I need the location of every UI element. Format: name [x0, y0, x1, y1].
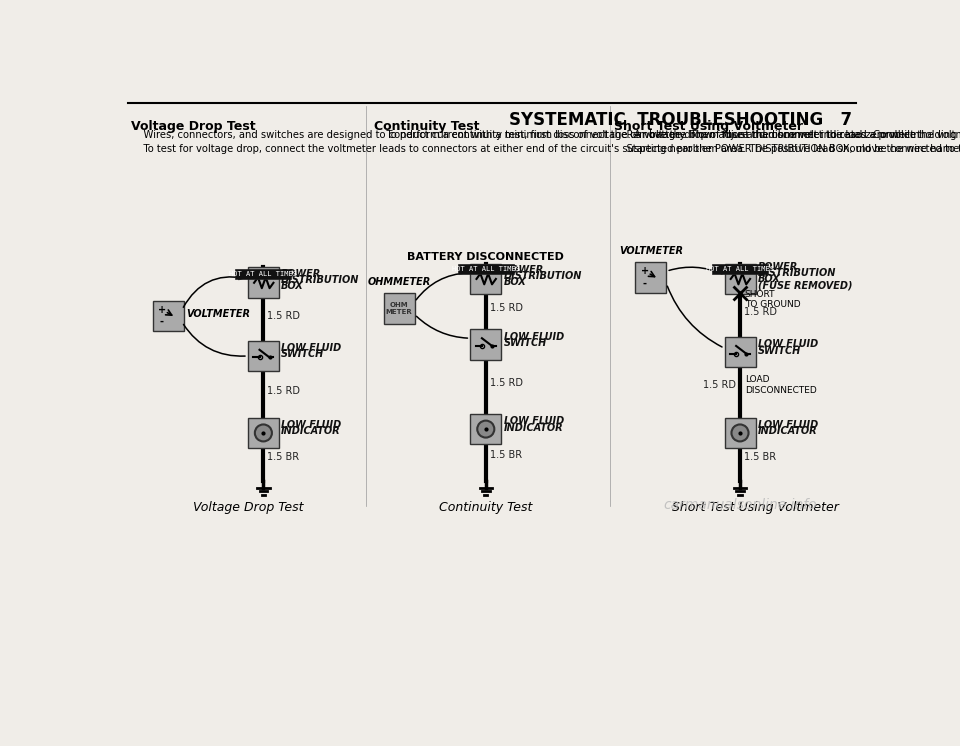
FancyArrowPatch shape — [669, 267, 722, 274]
Text: BOX: BOX — [504, 277, 526, 287]
Text: POWER: POWER — [281, 269, 322, 278]
Text: Wires, connectors, and switches are designed to conduct current with a minimum l: Wires, connectors, and switches are desi… — [131, 131, 960, 154]
Text: METER: METER — [386, 309, 413, 315]
FancyBboxPatch shape — [725, 263, 756, 295]
Text: 1.5 RD: 1.5 RD — [267, 311, 300, 321]
Circle shape — [254, 424, 272, 442]
Text: 1.5 RD: 1.5 RD — [490, 378, 522, 388]
Text: VOLTMETER: VOLTMETER — [186, 310, 251, 319]
Circle shape — [732, 424, 749, 442]
Text: To perform a continuity test, first disconnect the car battery. Then adjust the : To perform a continuity test, first disc… — [374, 131, 960, 140]
Text: SHORT
TO GROUND: SHORT TO GROUND — [745, 289, 801, 309]
FancyBboxPatch shape — [235, 269, 291, 278]
Text: INDICATOR: INDICATOR — [757, 427, 818, 436]
Text: Voltage Drop Test: Voltage Drop Test — [193, 501, 303, 514]
Text: OHMMETER: OHMMETER — [368, 277, 431, 286]
Text: LOW FLUID: LOW FLUID — [504, 416, 564, 427]
Text: 1.5 RD: 1.5 RD — [490, 303, 522, 313]
Text: 1.5 BR: 1.5 BR — [490, 451, 522, 460]
Text: Continuity Test: Continuity Test — [439, 501, 533, 514]
Text: 1.5 BR: 1.5 BR — [267, 452, 300, 462]
FancyArrowPatch shape — [416, 273, 468, 300]
Text: 1.5 RD: 1.5 RD — [703, 380, 736, 390]
FancyBboxPatch shape — [458, 264, 514, 274]
Text: -: - — [642, 278, 647, 289]
Text: Remove the blown fuse and disconnect the load. Connect the voltmeter leads to th: Remove the blown fuse and disconnect the… — [614, 131, 960, 154]
Text: 1.5 RD: 1.5 RD — [267, 386, 300, 395]
Text: LOW FLUID: LOW FLUID — [757, 420, 818, 430]
Text: VOLTMETER: VOLTMETER — [619, 246, 683, 256]
Text: LOW FLUID: LOW FLUID — [757, 339, 818, 349]
FancyBboxPatch shape — [470, 414, 501, 445]
FancyBboxPatch shape — [725, 418, 756, 448]
Text: LOW FLUID: LOW FLUID — [281, 420, 342, 430]
Text: HOT AT ALL TIMES: HOT AT ALL TIMES — [452, 266, 519, 272]
Text: +: + — [640, 266, 649, 276]
FancyArrowPatch shape — [183, 325, 245, 356]
Text: LOW FLUID: LOW FLUID — [281, 343, 342, 354]
Text: HOT AT ALL TIMES: HOT AT ALL TIMES — [706, 266, 774, 272]
Text: LOAD
DISCONNECTED: LOAD DISCONNECTED — [745, 375, 816, 395]
Text: (FUSE REMOVED): (FUSE REMOVED) — [757, 280, 852, 290]
Text: +: + — [157, 304, 166, 315]
Text: LOW FLUID: LOW FLUID — [504, 332, 564, 342]
Text: BATTERY DISCONNECTED: BATTERY DISCONNECTED — [407, 252, 564, 262]
Text: 1.5 RD: 1.5 RD — [744, 307, 777, 317]
Text: POWER: POWER — [504, 265, 544, 275]
FancyBboxPatch shape — [248, 267, 278, 298]
Text: Voltage Drop Test: Voltage Drop Test — [131, 120, 255, 134]
Circle shape — [477, 421, 494, 438]
Text: DISTRIBUTION: DISTRIBUTION — [504, 271, 582, 280]
FancyBboxPatch shape — [725, 336, 756, 368]
Text: DISTRIBUTION: DISTRIBUTION — [281, 275, 360, 285]
Text: SWITCH: SWITCH — [281, 349, 324, 360]
FancyBboxPatch shape — [383, 292, 415, 324]
Text: SYSTEMATIC  TROUBLESHOOTING   7: SYSTEMATIC TROUBLESHOOTING 7 — [509, 111, 852, 129]
FancyBboxPatch shape — [248, 340, 278, 372]
Text: Continuity Test: Continuity Test — [374, 120, 480, 134]
Text: INDICATOR: INDICATOR — [281, 427, 341, 436]
Text: BOX: BOX — [281, 281, 304, 291]
FancyBboxPatch shape — [153, 301, 183, 331]
Text: 1.5 BR: 1.5 BR — [744, 452, 776, 462]
Text: carmanualsonline.info: carmanualsonline.info — [663, 498, 817, 513]
FancyBboxPatch shape — [248, 418, 278, 448]
FancyArrowPatch shape — [417, 316, 468, 338]
FancyArrowPatch shape — [183, 275, 244, 307]
Text: -: - — [160, 317, 164, 327]
Text: Short Test Using Voltmeter: Short Test Using Voltmeter — [672, 501, 839, 514]
Text: SWITCH: SWITCH — [504, 338, 547, 348]
Text: SWITCH: SWITCH — [757, 345, 801, 356]
FancyBboxPatch shape — [636, 262, 666, 292]
FancyBboxPatch shape — [470, 263, 501, 295]
Text: INDICATOR: INDICATOR — [504, 422, 564, 433]
Text: BOX: BOX — [757, 274, 780, 284]
FancyBboxPatch shape — [470, 329, 501, 360]
FancyBboxPatch shape — [712, 264, 768, 274]
Text: OHM: OHM — [390, 302, 408, 308]
Text: Short Test Using Voltmeter: Short Test Using Voltmeter — [614, 120, 804, 134]
Text: DISTRIBUTION: DISTRIBUTION — [757, 268, 836, 278]
Text: HOT AT ALL TIMES: HOT AT ALL TIMES — [229, 271, 298, 277]
Text: POWER: POWER — [757, 262, 798, 272]
FancyArrowPatch shape — [667, 286, 722, 347]
